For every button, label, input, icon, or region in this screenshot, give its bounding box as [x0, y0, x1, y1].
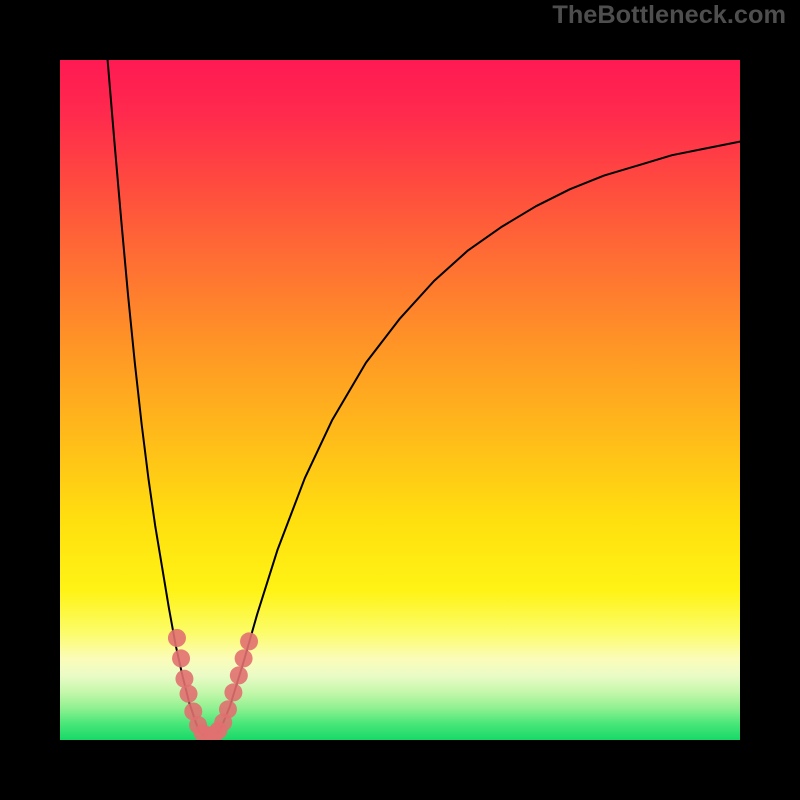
marker-dot: [230, 666, 248, 684]
marker-dot: [172, 649, 190, 667]
marker-dot: [235, 649, 253, 667]
data-markers: [60, 60, 740, 740]
marker-dot: [224, 683, 242, 701]
plot-frame: [30, 30, 770, 770]
marker-dot: [240, 632, 258, 650]
marker-dot: [180, 685, 198, 703]
chart-stage: TheBottleneck.com: [0, 0, 800, 800]
watermark-text: TheBottleneck.com: [552, 1, 786, 30]
marker-dot: [168, 629, 186, 647]
marker-dot: [219, 700, 237, 718]
